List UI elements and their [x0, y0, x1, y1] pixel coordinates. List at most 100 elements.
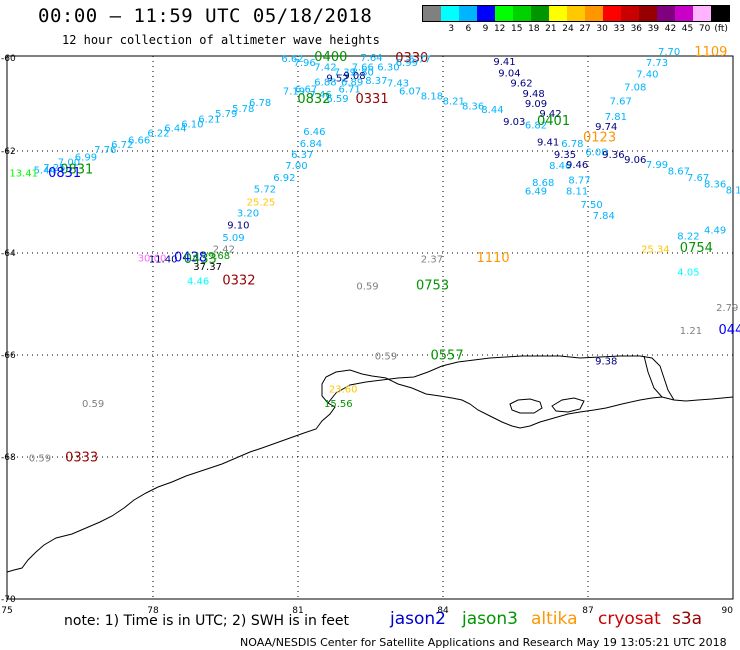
wave-height-label: 7.84: [593, 211, 615, 222]
color-swatch-label: 36: [630, 24, 643, 34]
color-swatch: [675, 6, 693, 21]
footer-credit: NOAA/NESDIS Center for Satellite Applica…: [240, 636, 727, 649]
wave-height-label: 30.00: [138, 254, 167, 265]
wave-height-label: 7.00: [58, 158, 80, 169]
wave-height-label: 6.92: [273, 173, 295, 184]
wave-height-label: 9.52: [326, 74, 348, 85]
wave-height-label: 6.78: [561, 139, 583, 150]
wave-height-label: 11.40: [149, 255, 178, 266]
wave-height-label: 8.10: [726, 186, 740, 197]
wave-height-label: 7.99: [646, 160, 668, 171]
wave-height-label: 7.76: [94, 145, 116, 156]
color-swatch: [495, 6, 513, 21]
wave-height-label: 9.68: [208, 251, 230, 262]
wave-height-label: 6.84: [300, 139, 322, 150]
wave-height-label: 6.72: [111, 140, 133, 151]
legend-altika: altika: [531, 609, 578, 629]
wave-height-label: 9.46: [566, 160, 588, 171]
wave-height-label: 7.00: [285, 161, 307, 172]
wave-height-label: 6.44: [164, 124, 186, 135]
pass-time-label: 0754: [680, 241, 713, 256]
color-swatch: [513, 6, 531, 21]
pass-time-label: 0400: [314, 50, 347, 65]
wave-height-label: 9.06: [624, 155, 646, 166]
wave-height-label: 7.19: [283, 86, 305, 97]
color-swatch: [549, 6, 567, 21]
wave-height-label: 8.36: [704, 180, 726, 191]
wave-height-label: 6.78: [249, 98, 271, 109]
wave-height-label: 7.39: [334, 67, 356, 78]
wave-height-label: 6.67: [295, 85, 317, 96]
wave-height-label: 7.40: [636, 69, 658, 80]
wave-height-label: 9.74: [595, 122, 617, 133]
wave-height-label: 6.71: [339, 85, 361, 96]
wave-height-label: 5.72: [254, 185, 276, 196]
wave-height-label: 7.46: [310, 90, 332, 101]
wave-height-label: 7.96: [294, 58, 316, 69]
wave-height-label: 15.56: [324, 399, 353, 410]
wave-height-label: 9.41: [493, 57, 515, 68]
wave-height-label: 6.08: [585, 148, 607, 159]
pass-time-label: 0831: [48, 166, 81, 181]
wave-height-label: 25.25: [247, 197, 276, 208]
color-swatch-label: 24: [562, 24, 574, 34]
wave-height-label: 6.99: [396, 58, 418, 69]
color-swatch: [585, 6, 603, 21]
pass-time-label: 0441: [719, 323, 740, 338]
wave-height-label: 9.62: [510, 79, 532, 90]
wave-height-label: 9.09: [525, 99, 547, 110]
wave-height-label: 9.42: [539, 109, 561, 120]
wave-height-label: 23.60: [329, 385, 358, 396]
wave-height-label: 8.67: [668, 166, 690, 177]
lon-tick-label: 75: [1, 606, 12, 616]
lon-tick-label: 87: [582, 606, 593, 616]
legend-jason2: jason2: [390, 609, 446, 629]
pass-time-label: 0330: [395, 51, 428, 66]
color-swatch-label: 9: [482, 24, 489, 34]
wave-height-label: 4.49: [704, 226, 726, 237]
wave-height-label: 6.30: [377, 62, 399, 73]
wave-height-label: 8.11: [566, 187, 588, 198]
wave-height-label: 9.04: [498, 68, 520, 79]
wave-height-label: 9.08: [343, 71, 365, 82]
wave-height-label: 6.66: [128, 136, 150, 147]
legend-jason3: jason3: [462, 609, 518, 629]
color-swatch-label: 18: [528, 24, 540, 34]
wave-height-label: 5.09: [222, 233, 244, 244]
lon-tick-label: 84: [437, 606, 449, 616]
pass-time-label: 0832: [297, 92, 330, 107]
wave-height-label: 9.38: [595, 357, 617, 368]
wave-height-label: 6.99: [75, 153, 97, 164]
color-swatch-label: 42: [664, 24, 677, 34]
wave-height-label: 9.48: [523, 89, 545, 100]
wave-height-label: 9.03: [503, 117, 525, 128]
color-swatch-label: 21: [545, 24, 557, 34]
wave-height-label: 7.73: [646, 58, 668, 69]
wave-height-label: 8.68: [532, 178, 554, 189]
color-swatch: [711, 6, 729, 21]
wave-height-label: 5.79: [215, 109, 237, 120]
pass-time-label: 1109: [694, 45, 727, 60]
ice-shelf-edge: [327, 355, 675, 404]
wave-height-label: 9.41: [537, 137, 559, 148]
color-swatch: [441, 6, 459, 21]
wave-height-label: 7.08: [624, 83, 646, 94]
lat-tick-label: -68: [1, 453, 16, 463]
color-swatch: [657, 6, 675, 21]
wave-height-label: 7.67: [687, 173, 709, 184]
wave-height-label: 5.78: [232, 104, 254, 115]
lat-tick-label: -70: [1, 595, 16, 605]
pass-time-label: 0433: [184, 252, 217, 267]
wave-height-label: 6.89: [341, 78, 363, 89]
wave-height-label: 7.50: [581, 200, 603, 211]
wave-height-label: 8.22: [677, 232, 699, 243]
coastline: [6, 369, 734, 573]
color-scale-swatches: [422, 5, 730, 22]
pass-time-label: 0831: [60, 162, 93, 177]
color-swatch: [603, 6, 621, 21]
wave-height-label: 8.46: [549, 161, 571, 172]
lon-tick-label: 90: [722, 606, 734, 616]
wave-height-label: 5.44: [34, 165, 56, 176]
color-swatch: [531, 6, 549, 21]
